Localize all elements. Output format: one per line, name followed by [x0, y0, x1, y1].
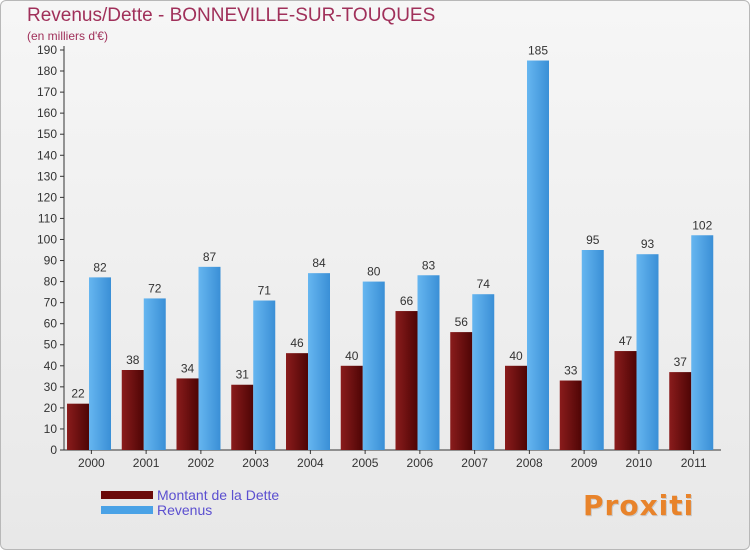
chart-axes: 0 10 20 30 40 50 60 70 80 90 100 110 120 130 140 150 160…: [37, 43, 721, 470]
bar-revenue: [198, 266, 221, 450]
y-tick-label: 10: [44, 422, 58, 436]
y-tick-label: 180: [37, 64, 57, 78]
value-label-debt: 34: [181, 361, 195, 375]
bar-debt: [340, 365, 363, 450]
bar-debt: [505, 365, 527, 450]
chart-bars: [67, 60, 714, 451]
value-label-debt: 56: [455, 315, 469, 329]
y-tick-label: 20: [44, 401, 58, 415]
bar-debt: [67, 403, 89, 450]
legend-label-revenue: Revenus: [157, 501, 213, 518]
x-tick-label: 2005: [352, 456, 379, 470]
y-tick-label: 60: [44, 317, 58, 331]
bar-debt: [231, 384, 254, 450]
x-tick-label: 2003: [242, 456, 269, 470]
x-tick-label: 2000: [78, 456, 105, 470]
bar-revenue: [691, 235, 714, 450]
value-label-revenue: 185: [528, 44, 548, 58]
value-label-revenue: 95: [586, 233, 600, 247]
y-tick-label: 50: [44, 338, 58, 352]
bar-revenue: [636, 254, 659, 450]
value-label-debt: 38: [126, 353, 140, 367]
bar-revenue: [527, 60, 549, 451]
bar-revenue: [362, 281, 385, 450]
bar-revenue: [253, 300, 276, 450]
value-label-revenue: 82: [93, 260, 107, 274]
x-tick-label: 2006: [407, 456, 434, 470]
bar-revenue: [143, 298, 166, 450]
value-label-debt: 31: [236, 368, 250, 382]
chart-value-labels: 22 82 38 72 34 87 31 71 46 84 40 80 66 83 56 74 40 185 33 9…: [71, 44, 712, 401]
legend-label-debt: Montant de la Dette: [157, 486, 280, 503]
y-tick-label: 150: [37, 127, 57, 141]
value-label-debt: 37: [674, 355, 688, 369]
bar-revenue: [308, 273, 330, 450]
value-label-revenue: 72: [148, 281, 162, 295]
legend-swatch-revenue: [101, 505, 153, 514]
bar-revenue: [89, 277, 111, 450]
x-tick-label: 2009: [571, 456, 598, 470]
x-tick-label: 2010: [626, 456, 653, 470]
y-tick-label: 130: [37, 169, 57, 183]
y-tick-label: 70: [44, 296, 58, 310]
y-tick-label: 0: [50, 443, 57, 457]
y-tick-label: 100: [37, 232, 57, 246]
bar-debt: [121, 370, 144, 450]
bar-revenue: [417, 275, 440, 450]
value-label-revenue: 93: [641, 237, 655, 251]
value-label-revenue: 74: [477, 277, 491, 291]
value-label-revenue: 80: [367, 265, 381, 279]
value-label-revenue: 71: [258, 284, 272, 298]
x-tick-label: 2002: [188, 456, 215, 470]
chart-subtitle: (en milliers d'€): [27, 29, 108, 43]
value-label-debt: 47: [619, 334, 633, 348]
y-tick-label: 140: [37, 148, 57, 162]
bar-debt: [614, 351, 637, 450]
x-tick-label: 2001: [133, 456, 160, 470]
y-tick-label: 160: [37, 106, 57, 120]
value-label-revenue: 87: [203, 250, 217, 264]
bar-revenue: [472, 294, 495, 450]
bar-debt: [559, 380, 582, 450]
x-tick-label: 2004: [297, 456, 324, 470]
x-tick-label: 2007: [461, 456, 488, 470]
bar-debt: [286, 353, 308, 450]
y-tick-label: 90: [44, 254, 58, 268]
value-label-revenue: 102: [692, 218, 712, 232]
y-tick-label: 170: [37, 85, 57, 99]
y-tick-label: 40: [44, 359, 58, 373]
value-label-debt: 46: [290, 336, 304, 350]
y-tick-label: 190: [37, 43, 57, 57]
legend-item-revenue: Revenus: [101, 501, 279, 518]
value-label-revenue: 84: [312, 256, 326, 270]
y-tick-label: 120: [37, 190, 57, 204]
bar-debt: [395, 311, 418, 450]
x-tick-label: 2008: [516, 456, 543, 470]
bar-debt: [176, 378, 199, 450]
value-label-debt: 22: [71, 387, 85, 401]
proxiti-logo: Proxiti: [583, 489, 695, 522]
y-tick-label: 80: [44, 275, 58, 289]
bar-debt: [450, 332, 473, 450]
y-tick-label: 30: [44, 380, 58, 394]
chart-title: Revenus/Dette - BONNEVILLE-SUR-TOUQUES: [27, 5, 436, 26]
chart-legend: Montant de la Dette Revenus: [101, 486, 280, 518]
legend-item-debt: Montant de la Dette: [101, 486, 280, 503]
y-tick-label: 110: [38, 211, 57, 225]
x-tick-label: 2011: [681, 456, 707, 470]
bar-revenue: [581, 250, 604, 450]
bar-debt: [669, 372, 692, 450]
value-label-debt: 66: [400, 294, 414, 308]
value-label-debt: 40: [345, 349, 359, 363]
value-label-debt: 40: [509, 349, 523, 363]
value-label-revenue: 83: [422, 258, 436, 272]
value-label-debt: 33: [564, 364, 578, 378]
legend-swatch-debt: [101, 490, 153, 499]
